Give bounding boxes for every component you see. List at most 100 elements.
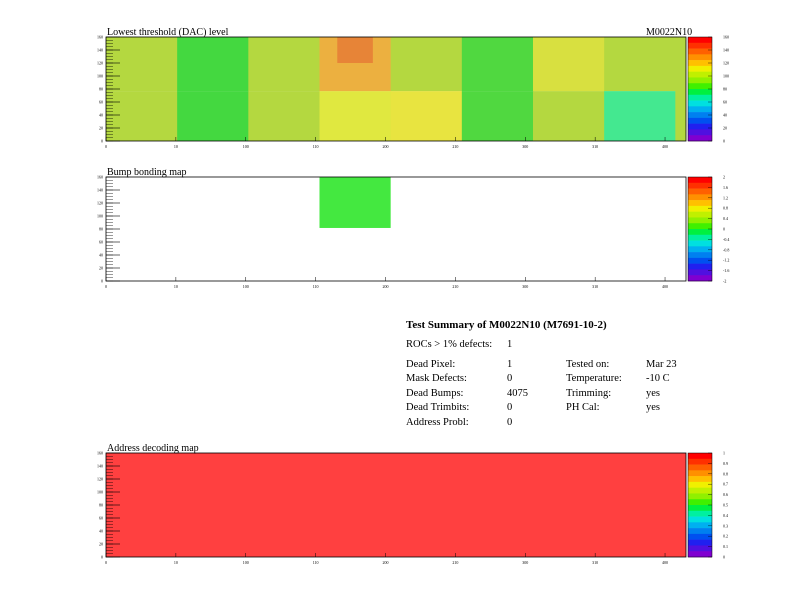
palette-label: 1 [723,451,725,456]
palette-band [688,493,712,500]
palette-band [688,528,712,535]
summary-label-2: PH Cal: [566,402,600,413]
palette-label: -1.2 [723,258,729,263]
plot-title: Address decoding map [107,443,199,454]
y-tick-label: 20 [99,126,103,131]
palette-band [688,77,712,84]
palette-label: 20 [723,126,727,131]
hot-spot [337,37,373,63]
palette-label: -1.6 [723,268,729,273]
palette-label: 0.4 [723,513,728,518]
palette-band [688,182,712,189]
palette-label: 0.2 [723,534,728,539]
palette-band [688,200,712,207]
roc-cell [390,37,463,92]
palette-label: 0.8 [723,471,728,476]
palette-label: -0.4 [723,237,729,242]
x-tick-label: 210 [452,560,458,565]
palette-band [688,48,712,55]
palette-band [688,516,712,523]
x-tick-label: 110 [313,560,319,565]
palette-label: 0 [723,555,725,560]
palette-label: 1.2 [723,195,728,200]
palette-band [688,223,712,230]
color-palette: 0 0.1 0.2 0.3 0.4 0.5 0.6 0.7 0.8 0.9 1 [687,451,728,560]
summary-row-rocs: ROCs > 1% defects: 1 [406,338,607,353]
y-tick-label: 80 [99,87,103,92]
palette-band [688,545,712,552]
palette-label: -0.8 [723,247,729,252]
x-tick-label: 110 [313,144,319,149]
palette-band [688,551,712,558]
x-tick-label: 0 [105,284,107,289]
palette-band [688,83,712,90]
x-tick-label: 300 [522,144,528,149]
palette-label: 60 [723,100,727,105]
palette-band [688,481,712,488]
y-tick-label: 80 [99,503,103,508]
palette-band [688,71,712,78]
roc-cell [532,37,605,92]
rocs-label: ROCs > 1% defects: [406,339,493,350]
y-tick-label: 40 [99,113,103,118]
palette-band [688,275,712,282]
palette-band [688,246,712,253]
summary-label-2: Trimming: [566,387,612,399]
palette-band [688,217,712,224]
y-tick-label: 60 [99,240,103,245]
y-tick-label: 100 [97,74,103,79]
x-tick-label: 300 [522,560,528,565]
x-tick-label: 310 [592,284,598,289]
palette-label: 80 [723,87,727,92]
summary-value: 1 [507,358,513,370]
palette-label: 160 [723,35,729,40]
y-tick-label: 0 [101,555,103,560]
x-tick-label: 110 [313,284,319,289]
palette-band [688,211,712,218]
summary-value: 0 [507,373,513,384]
palette-band [688,458,712,465]
roc-cell [604,37,676,92]
roc-cell [248,91,320,141]
palette-band [688,94,712,101]
x-tick-label: 400 [662,144,668,149]
x-tick-label: 0 [105,560,107,565]
palette-label: 0.1 [723,544,728,549]
palette-band [688,234,712,241]
palette-label: 0.5 [723,503,728,508]
palette-band [688,487,712,494]
palette-band [688,476,712,483]
palette-label: -2 [723,279,726,284]
palette-band [688,505,712,512]
palette-band [688,42,712,49]
x-tick-label: 10 [174,284,178,289]
palette-band [688,123,712,130]
y-tick-label: 20 [99,266,103,271]
palette-band [688,112,712,119]
y-tick-label: 60 [99,100,103,105]
module-id: M0022N10 [646,27,692,38]
y-tick-label: 140 [97,188,103,193]
x-tick-label: 200 [383,284,389,289]
x-tick-label: 200 [383,144,389,149]
y-tick-label: 120 [97,61,103,66]
palette-label: 140 [723,48,729,53]
palette-band [688,60,712,67]
palette-band [688,177,712,184]
summary-label-2: Tested on: [566,358,610,370]
palette-band [688,252,712,259]
summary-row: Address Probl: 0 [406,416,607,431]
x-tick-label: 300 [522,284,528,289]
palette-band [688,464,712,471]
y-tick-label: 140 [97,48,103,53]
x-tick-label: 0 [105,144,107,149]
palette-band [688,522,712,529]
y-tick-label: 140 [97,464,103,469]
x-tick-label: 200 [383,560,389,565]
palette-band [688,257,712,264]
y-tick-label: 120 [97,477,103,482]
summary-value: 0 [507,402,513,413]
summary-value-2: -10 C [646,373,670,384]
x-tick-label: 210 [452,284,458,289]
